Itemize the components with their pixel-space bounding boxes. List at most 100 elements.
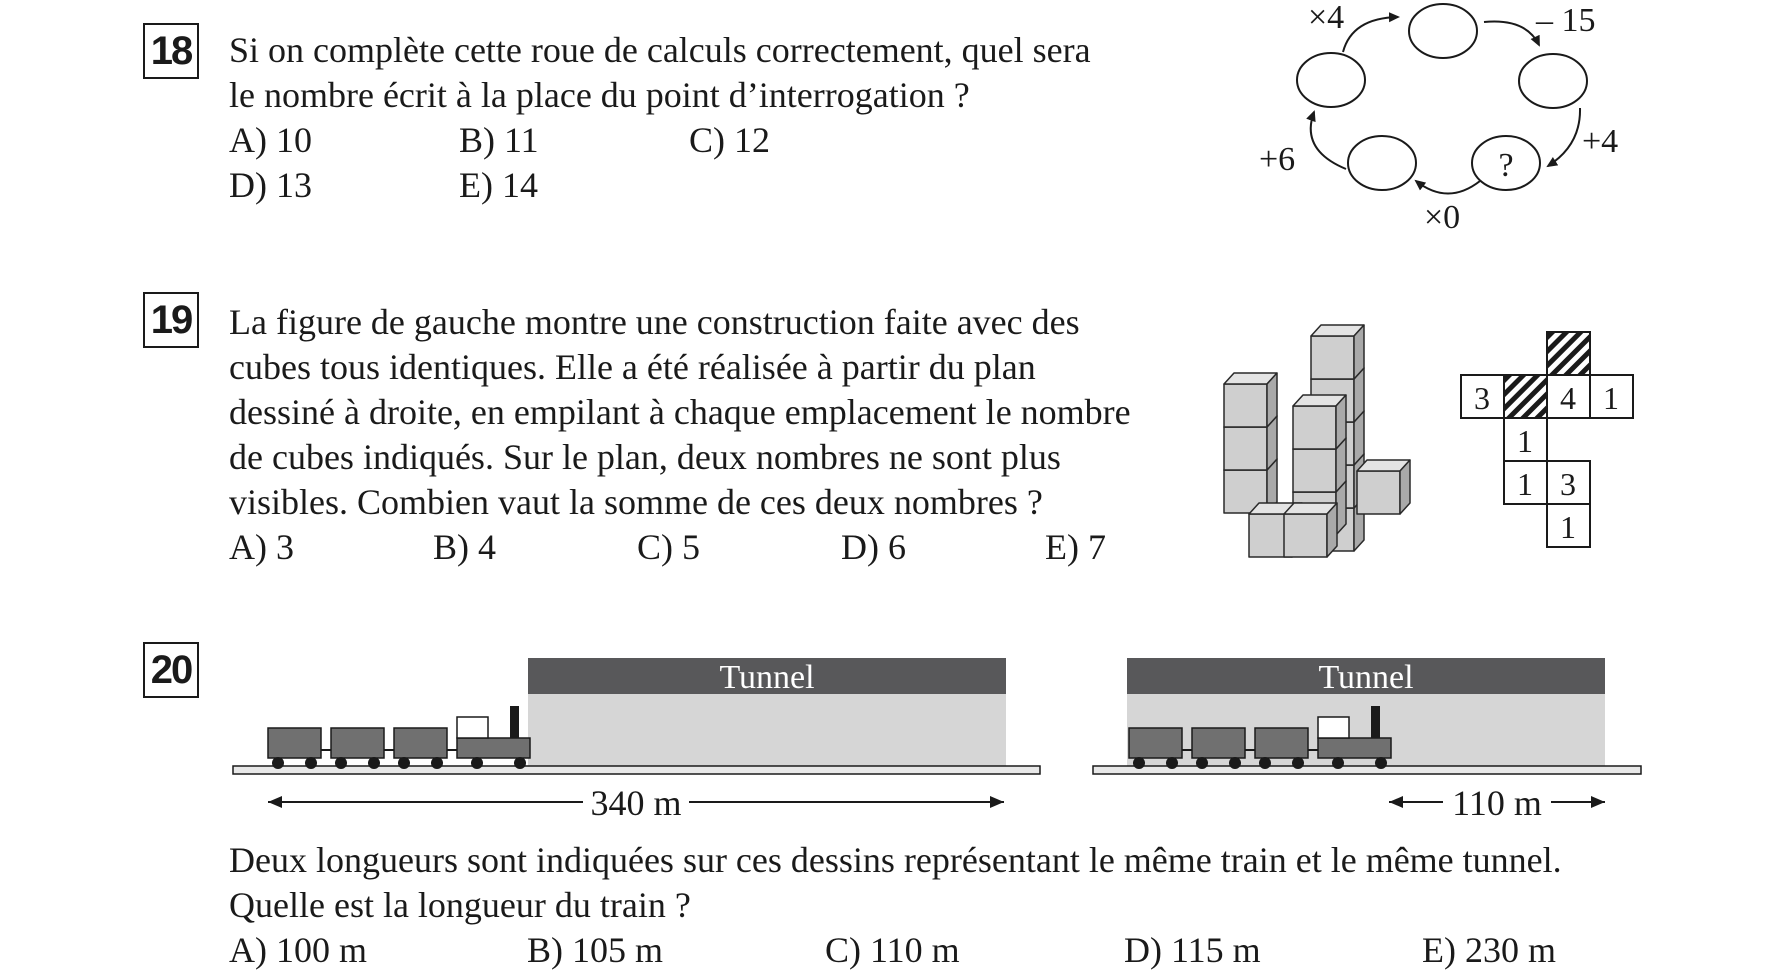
cube-side <box>1353 367 1365 423</box>
plan-value-4: 4 <box>1560 380 1576 416</box>
train-wagon <box>393 727 448 759</box>
cube-top <box>1292 394 1347 407</box>
cube-top <box>1310 367 1365 380</box>
train-wheel <box>1375 757 1387 769</box>
tunnel-left-band <box>528 658 1006 694</box>
tunnel-right-body <box>1127 694 1605 766</box>
wheel-arrow-left <box>1306 110 1347 170</box>
answer-20-b: B) 105 m <box>527 930 664 970</box>
wheel-arrow-right <box>1546 107 1582 168</box>
answer-20-c: C) 110 m <box>825 930 960 970</box>
train-wheel <box>305 757 317 769</box>
answer-18-a: A) 10 <box>229 120 312 160</box>
question-19-text-line-4: de cubes indiqués. Sur le plan, deux nom… <box>229 437 1061 477</box>
plan-cell-hatched-left <box>1503 374 1548 419</box>
train-left <box>267 706 531 769</box>
cube-side <box>1266 458 1278 514</box>
wheel-ellipse-left <box>1296 52 1366 108</box>
wheel-ellipse-right <box>1518 53 1588 109</box>
answer-20-e: E) 230 m <box>1422 930 1556 970</box>
question-18-text-line-1: Si on complète cette roue de calculs cor… <box>229 30 1091 70</box>
train-wheel <box>1292 757 1304 769</box>
cube-face <box>1283 513 1328 558</box>
cube-side <box>1353 453 1365 509</box>
plan-value-3b: 3 <box>1560 466 1576 502</box>
question-number-20: 20 <box>143 642 199 698</box>
plan-value-1b: 1 <box>1517 423 1533 459</box>
cube-side <box>1335 394 1347 450</box>
wheel-op-times-4: ×4 <box>1308 0 1344 36</box>
train-wagon <box>1128 727 1183 759</box>
train-wheel <box>335 757 347 769</box>
locomotive-body <box>456 737 531 759</box>
cube-side <box>1326 502 1338 558</box>
cube-top <box>1310 453 1365 466</box>
train-wheel <box>1332 757 1344 769</box>
train-wheel <box>1259 757 1271 769</box>
track-right <box>1092 765 1642 775</box>
cube-side <box>1335 437 1347 493</box>
cube-face <box>1356 470 1401 515</box>
plan-cell-1b <box>1503 417 1548 462</box>
answer-18-c: C) 12 <box>689 120 770 160</box>
cube-top <box>1223 415 1278 428</box>
cube-side <box>1266 372 1278 428</box>
answer-19-e: E) 7 <box>1045 527 1106 567</box>
plan-cell-hatched-top <box>1546 331 1591 376</box>
cube-top <box>1310 410 1365 423</box>
question-20-text-line-2: Quelle est la longueur du train ? <box>229 885 691 925</box>
tunnel-left-body <box>528 694 1006 766</box>
question-19-text-line-3: dessiné à droite, en empilant à chaque e… <box>229 392 1131 432</box>
cube-side <box>1353 496 1365 552</box>
tunnel-left-label: Tunnel <box>719 659 814 696</box>
train-wheel <box>514 757 526 769</box>
cube-face <box>1292 491 1337 536</box>
train-wheel <box>431 757 443 769</box>
plan-value-1a: 1 <box>1603 380 1619 416</box>
train-wheel <box>368 757 380 769</box>
plan-cell-1d <box>1546 503 1591 548</box>
locomotive-chimney <box>1371 706 1380 738</box>
cube-top <box>1248 502 1303 515</box>
cube-face <box>1310 378 1355 423</box>
wheel-ellipse-bottom-left <box>1347 135 1417 191</box>
cube-face <box>1292 448 1337 493</box>
train-wheel <box>1166 757 1178 769</box>
plan-cell-1c <box>1503 460 1548 505</box>
train-wagon <box>1254 727 1309 759</box>
answer-19-a: A) 3 <box>229 527 294 567</box>
wheel-op-plus-4: +4 <box>1582 123 1618 160</box>
plan-cell-3b <box>1546 460 1591 505</box>
cube-face <box>1310 464 1355 509</box>
cube-face <box>1223 426 1268 471</box>
cube-top <box>1223 458 1278 471</box>
answer-20-a: A) 100 m <box>229 930 367 970</box>
question-19-text-line-1: La figure de gauche montre une construct… <box>229 302 1080 342</box>
cube-top <box>1283 502 1338 515</box>
cube-top <box>1223 372 1278 385</box>
train-wheel <box>471 757 483 769</box>
locomotive-body <box>1317 737 1392 759</box>
question-19-text-line-5: visibles. Combien vaut la somme de ces d… <box>229 482 1043 522</box>
wheel-arrow-bottom <box>1414 179 1481 195</box>
wheel-unknown-mark: ? <box>1498 147 1513 184</box>
cube-face <box>1310 421 1355 466</box>
cube-face <box>1292 405 1337 450</box>
train-wagon <box>267 727 322 759</box>
cube-side <box>1291 502 1303 558</box>
cube-top <box>1292 480 1347 493</box>
length-label-110: 110 m <box>1452 783 1542 823</box>
wheel-ellipse-top <box>1408 3 1478 59</box>
train-wagon <box>330 727 385 759</box>
wheel-op-minus-15: – 15 <box>1535 2 1596 39</box>
length-label-340: 340 m <box>590 783 681 823</box>
question-number-18: 18 <box>143 23 199 79</box>
plan-value-3: 3 <box>1474 380 1490 416</box>
locomotive-cab <box>1317 716 1350 739</box>
cube-side <box>1353 324 1365 380</box>
tunnel-right-label: Tunnel <box>1318 659 1413 696</box>
plan-cell-1a <box>1589 374 1634 419</box>
answer-18-b: B) 11 <box>459 120 539 160</box>
track-left <box>232 765 1041 775</box>
cube-face <box>1310 335 1355 380</box>
